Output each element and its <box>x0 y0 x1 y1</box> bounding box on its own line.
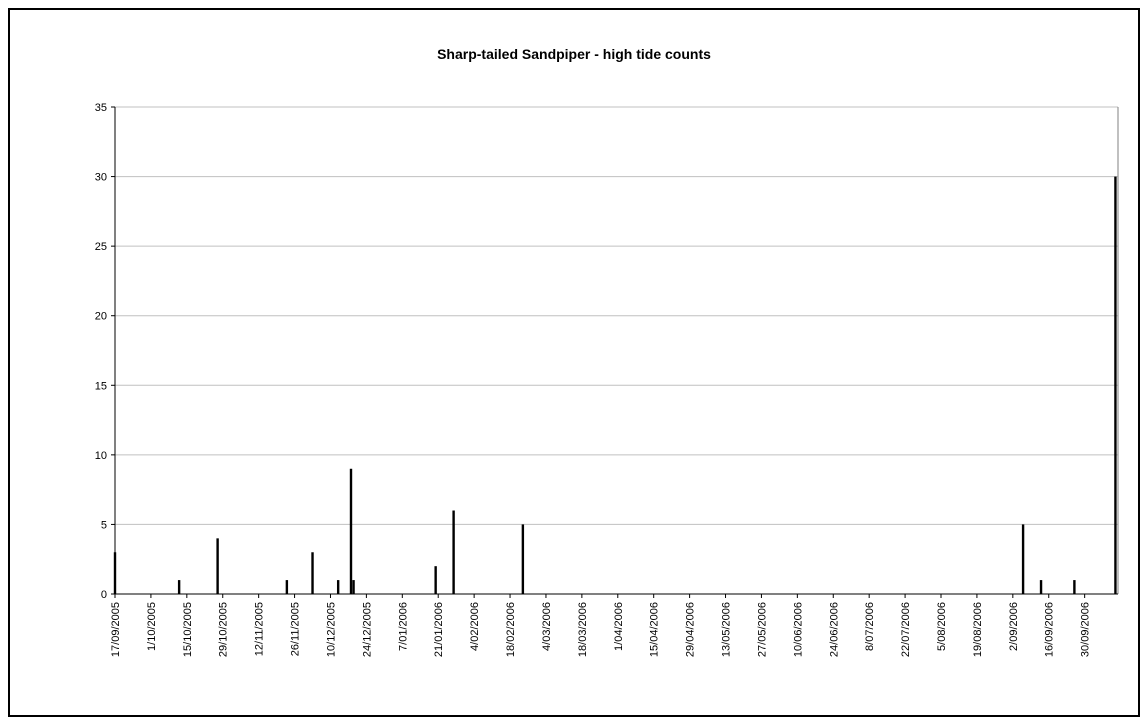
y-tick-label: 10 <box>95 450 107 462</box>
bar <box>349 468 353 594</box>
x-tick-label: 13/05/2006 <box>721 602 733 657</box>
bar <box>1073 580 1076 594</box>
bar <box>452 510 455 594</box>
x-tick-label: 17/09/2005 <box>110 602 122 657</box>
x-tick-label: 29/10/2005 <box>218 602 230 657</box>
x-tick-label: 19/08/2006 <box>972 602 984 657</box>
gridlines <box>115 106 1119 594</box>
bar <box>177 580 181 594</box>
x-tick-label: 24/12/2005 <box>361 602 373 657</box>
x-tick-label: 5/08/2006 <box>936 602 948 651</box>
bar <box>285 580 289 594</box>
y-tick-label: 20 <box>95 311 107 323</box>
x-tick-label: 4/02/2006 <box>469 602 481 651</box>
bar <box>311 552 314 594</box>
x-tick-label: 18/03/2006 <box>577 602 589 657</box>
chart-title: Sharp-tailed Sandpiper - high tide count… <box>437 46 711 62</box>
chart-svg: 0 5 10 15 20 25 30 35 17/09/2005 1/10/2005 15/10/2… <box>95 102 1119 657</box>
bar <box>434 566 437 594</box>
x-tick-label: 10/12/2005 <box>325 602 337 657</box>
x-tick-label: 12/11/2005 <box>254 602 266 656</box>
x-tick-label: 30/09/2006 <box>1080 602 1092 657</box>
x-tick-label: 7/01/2006 <box>397 602 409 651</box>
bar <box>352 580 355 594</box>
bar <box>1114 176 1117 595</box>
x-tick-label: 15/10/2005 <box>182 602 194 657</box>
y-tick-label: 5 <box>101 519 107 531</box>
x-tick-label: 24/06/2006 <box>828 602 840 657</box>
x-tick-label: 29/04/2006 <box>685 602 697 657</box>
chart-frame: Sharp-tailed Sandpiper - high tide count… <box>8 8 1140 717</box>
bar <box>1039 580 1043 594</box>
x-tick-label: 1/04/2006 <box>613 602 625 651</box>
x-tick-label: 16/09/2006 <box>1044 602 1056 657</box>
x-tick-label: 10/06/2006 <box>792 602 804 657</box>
bar <box>216 538 219 594</box>
bar <box>521 524 525 594</box>
y-tick-label: 25 <box>95 241 107 253</box>
x-tick-label: 18/02/2006 <box>505 602 517 657</box>
x-tick-label: 8/07/2006 <box>864 602 876 651</box>
bars <box>113 176 1117 595</box>
y-tick-label: 30 <box>95 172 107 184</box>
x-tick-label: 1/10/2005 <box>146 602 158 651</box>
y-tick-label: 15 <box>95 380 107 392</box>
y-tick-label: 0 <box>101 589 107 601</box>
x-tick-label: 2/09/2006 <box>1008 602 1020 651</box>
tick-labels: 0 5 10 15 20 25 30 35 17/09/2005 1/10/2005 15/10/2… <box>95 102 1092 657</box>
axes <box>111 106 1118 598</box>
x-tick-label: 21/01/2006 <box>433 602 445 657</box>
x-tick-label: 26/11/2005 <box>290 602 302 656</box>
bar <box>336 580 340 594</box>
x-tick-label: 15/04/2006 <box>649 602 661 657</box>
y-tick-label: 35 <box>95 102 107 114</box>
x-tick-label: 22/07/2006 <box>900 602 912 657</box>
x-tick-label: 4/03/2006 <box>541 602 553 651</box>
bar <box>1021 524 1025 594</box>
x-tick-label: 27/05/2006 <box>756 602 768 657</box>
